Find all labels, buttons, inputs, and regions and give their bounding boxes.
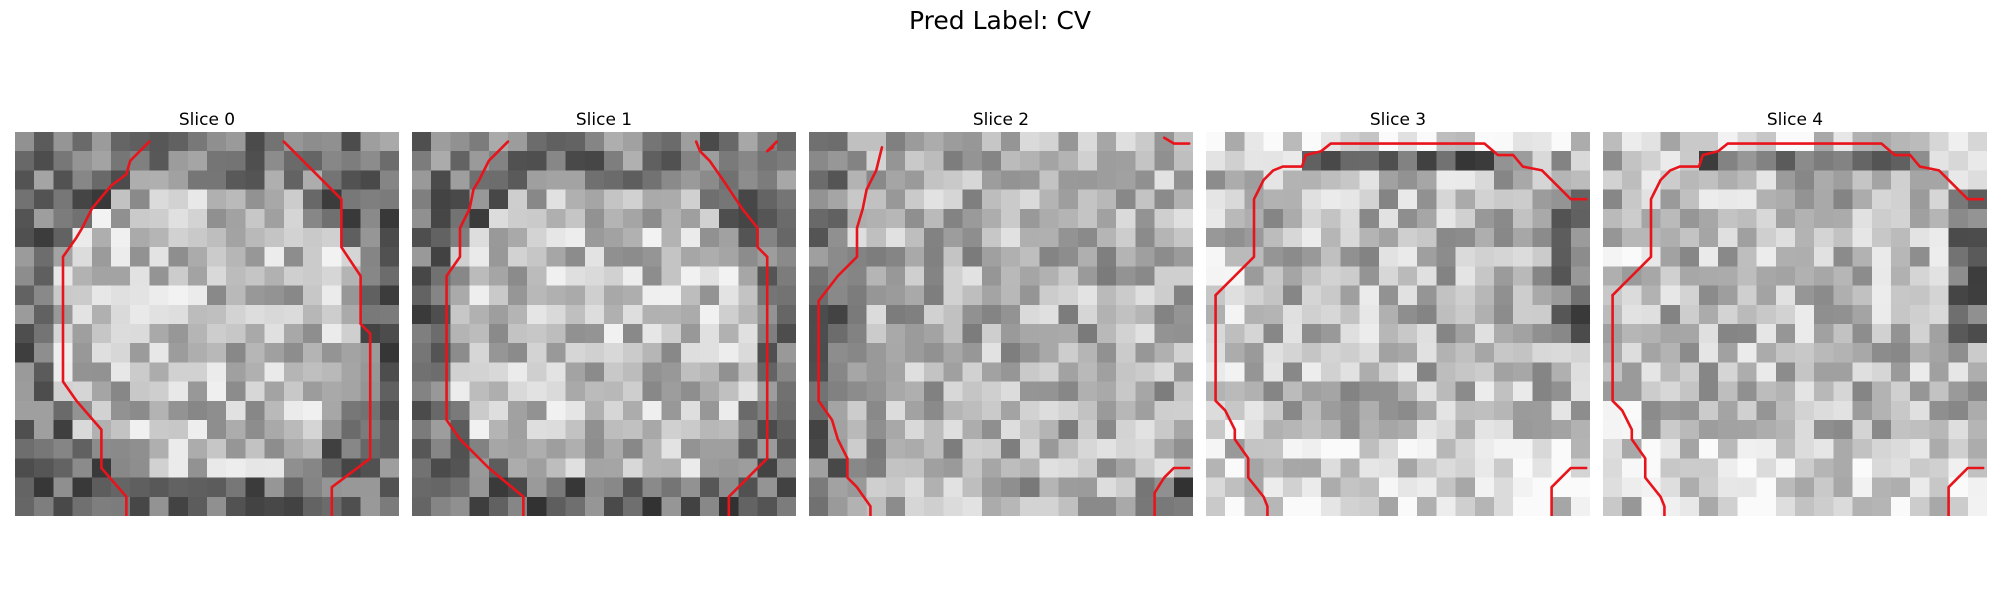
contour-line xyxy=(447,142,524,516)
slice-title: Slice 3 xyxy=(1369,110,1427,130)
slice-image-0 xyxy=(15,132,399,516)
slice-pixels xyxy=(15,132,399,516)
slice-panel-3: Slice 3 xyxy=(1206,108,1590,516)
slice-pixels xyxy=(1206,132,1590,516)
contour-line xyxy=(1613,144,1984,296)
slice-title: Slice 1 xyxy=(575,110,633,130)
slice-pixels xyxy=(809,132,1193,516)
contour-line xyxy=(696,142,767,516)
contour-line xyxy=(1552,468,1587,516)
slice-panel-4: Slice 4 xyxy=(1603,108,1987,516)
contour-line xyxy=(284,142,370,516)
contour-line xyxy=(1949,468,1984,516)
slice-panel-0: Slice 0 xyxy=(15,108,399,516)
contour-line xyxy=(1216,295,1268,516)
slice-title: Slice 4 xyxy=(1766,110,1824,130)
slice-image-3 xyxy=(1206,132,1590,516)
slice-panel-2: Slice 2 xyxy=(809,108,1193,516)
contour-line xyxy=(1164,138,1189,144)
slice-pixels xyxy=(1603,132,1987,516)
contour-line xyxy=(767,142,777,152)
slice-image-1 xyxy=(412,132,796,516)
contour-line xyxy=(1216,144,1587,296)
contour-line xyxy=(819,147,882,516)
slice-pixels xyxy=(412,132,796,516)
figure-title: Pred Label: CV xyxy=(909,6,1091,35)
slice-panel-1: Slice 1 xyxy=(412,108,796,516)
slice-image-4 xyxy=(1603,132,1987,516)
slice-title: Slice 2 xyxy=(972,110,1030,130)
slice-image-2 xyxy=(809,132,1193,516)
slice-title: Slice 0 xyxy=(178,110,236,130)
contour-line xyxy=(1155,468,1190,516)
contour-line xyxy=(63,142,149,516)
contour-line xyxy=(1613,295,1665,516)
